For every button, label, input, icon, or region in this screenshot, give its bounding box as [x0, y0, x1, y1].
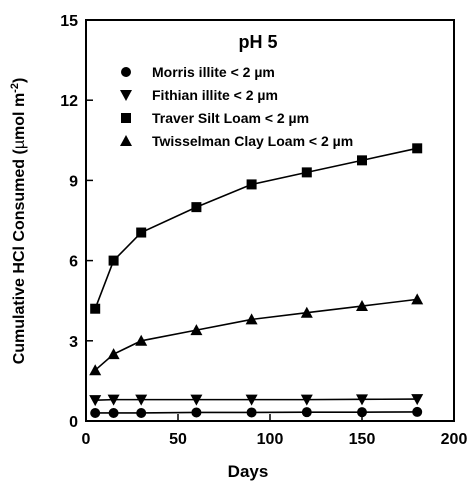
x-tick-label: 150: [349, 431, 376, 448]
legend-marker-4: [120, 135, 132, 146]
data-point-s4: [135, 334, 148, 346]
legend: Morris illite < 2 µm Fithian illite < 2 µ…: [120, 64, 353, 149]
data-point-s4: [300, 306, 313, 318]
data-point-s3: [108, 255, 119, 266]
data-point-s1: [108, 407, 119, 418]
chart-title: pH 5: [238, 32, 277, 52]
data-point-s2: [245, 394, 258, 406]
data-point-s3: [246, 179, 257, 190]
data-point-s4: [89, 364, 102, 376]
data-point-s1: [412, 406, 423, 417]
y-axis-title-unit: mol m: [11, 93, 28, 140]
y-axis-title-main: Cumulative HCl Consumed (: [11, 148, 28, 364]
x-axis-title: Days: [228, 462, 269, 481]
data-point-s2: [89, 395, 102, 407]
legend-marker-3: [121, 113, 131, 123]
data-point-s2: [135, 394, 148, 406]
y-tick-label: 6: [69, 254, 78, 271]
legend-label-1: Morris illite < 2 µm: [152, 64, 275, 80]
data-point-s3: [412, 143, 423, 154]
y-tick-label: 0: [69, 414, 78, 431]
legend-marker-2: [120, 90, 132, 101]
data-point-s3: [357, 155, 367, 166]
data-point-s2: [190, 394, 203, 406]
data-point-s1: [301, 407, 312, 418]
data-point-s2: [107, 394, 120, 406]
data-point-s2: [411, 394, 424, 406]
legend-marker-1: [121, 67, 131, 77]
x-tick-label: 0: [82, 431, 91, 448]
data-point-s2: [356, 394, 368, 406]
y-axis-title-close: ): [11, 78, 28, 83]
series-line-4: [94, 298, 418, 371]
y-axis-title-sup: -2: [9, 83, 21, 93]
data-point-s1: [357, 407, 367, 418]
data-point-s1: [136, 407, 147, 418]
data-point-s4: [245, 313, 258, 325]
plot-frame: [85, 19, 455, 422]
series-line-2: [95, 398, 418, 401]
data-point-s4: [107, 348, 120, 360]
y-axis-title: Cumulative HCl Consumed (µmol m-2): [9, 78, 28, 365]
legend-label-2: Fithian illite < 2 µm: [152, 87, 278, 103]
legend-label-3: Traver Silt Loam < 2 µm: [152, 110, 309, 126]
data-point-s2: [300, 394, 313, 406]
y-tick-label: 15: [60, 13, 78, 30]
data-point-s3: [136, 227, 147, 238]
data-point-s3: [301, 167, 312, 178]
legend-label-4: Twisselman Clay Loam < 2 µm: [152, 133, 353, 149]
data-point-s3: [90, 303, 101, 314]
data-point-s4: [411, 293, 424, 305]
x-tick-label: 200: [441, 431, 468, 448]
data-point-s1: [90, 407, 101, 418]
y-tick-label: 12: [60, 93, 78, 110]
data-point-s3: [191, 202, 202, 213]
data-point-s4: [356, 300, 368, 312]
x-tick-label: 100: [257, 431, 284, 448]
x-tick-label: 50: [169, 431, 187, 448]
axes: 0 50 100 150 200 0 3 6 9 12 15: [60, 13, 467, 448]
y-axis-title-mu: µ: [11, 140, 28, 149]
y-tick-label: 9: [69, 173, 78, 190]
y-tick-label: 3: [69, 334, 78, 351]
data-point-s1: [191, 407, 202, 418]
data-point-s4: [190, 324, 203, 336]
series-group: [89, 143, 424, 418]
data-point-s1: [246, 407, 257, 418]
